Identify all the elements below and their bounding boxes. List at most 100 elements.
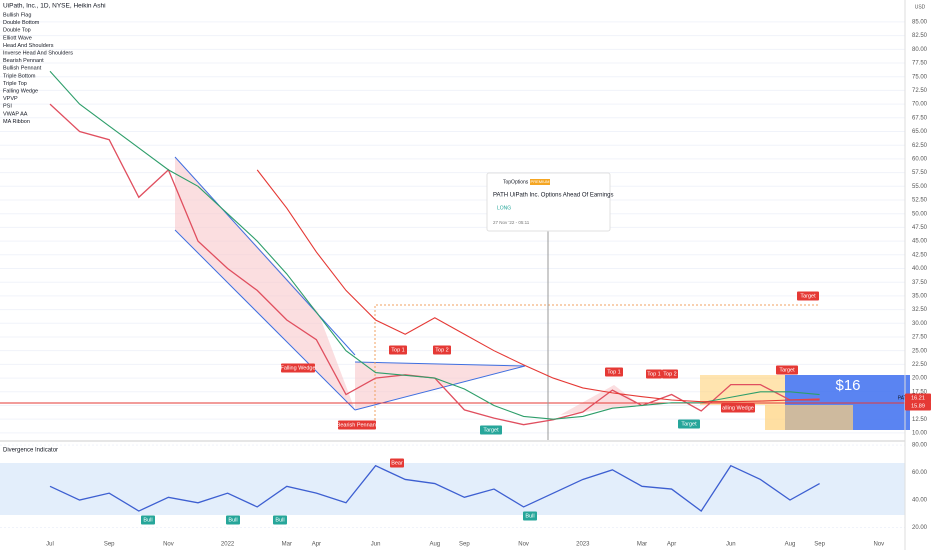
annotation-box <box>605 367 623 377</box>
annotation: Bull <box>228 517 237 523</box>
channel-fill <box>175 157 355 410</box>
y-tick-label: 30.00 <box>912 321 928 327</box>
annotation: $16 <box>835 377 860 394</box>
annotation: Bear <box>391 460 403 466</box>
x-tick-label: Mar <box>282 542 292 548</box>
y-tick-label: 57.50 <box>912 170 928 176</box>
annotation-box <box>905 393 931 403</box>
annotation: Bull <box>525 513 534 519</box>
y-tick-label: 40.00 <box>912 266 928 272</box>
y-tick-label: 22.50 <box>912 362 928 368</box>
series-line <box>49 70 820 420</box>
y-tick-label: 85.00 <box>912 19 928 25</box>
channel-line <box>174 156 356 356</box>
indicator-name: Triple Top <box>3 81 27 87</box>
y-tick-label: 45.00 <box>912 239 928 245</box>
y-tick-label: 52.50 <box>912 198 928 204</box>
x-tick-label: Nov <box>873 542 884 548</box>
annotation-box <box>273 515 287 525</box>
x-tick-label: Sep <box>459 542 470 548</box>
annotation: Bearish Pennant <box>337 422 378 428</box>
y-tick-label: 55.00 <box>912 184 928 190</box>
card[interactable] <box>486 172 611 232</box>
channel-line <box>174 229 356 411</box>
annotation: 16.21 <box>911 395 925 401</box>
y-tick-label: 80.00 <box>912 443 928 449</box>
badge <box>530 179 550 185</box>
annotation-box <box>776 365 798 375</box>
indicator-name: Inverse Head And Shoulders <box>3 50 73 56</box>
y-tick-label: 42.50 <box>912 252 928 258</box>
y-tick-label: 37.50 <box>912 280 928 286</box>
x-tick-label: Mar <box>637 542 647 548</box>
annotation: Top 2 <box>663 371 676 377</box>
pennant-line <box>354 361 526 367</box>
post-card[interactable]: TopOptions PREMIUM PATH UiPath Inc. Opti… <box>486 172 614 232</box>
annotation: alling Wedge <box>722 405 754 411</box>
indicator-name: Triple Bottom <box>3 73 36 79</box>
y-tick-label: 20.00 <box>912 376 928 382</box>
y-tick-label: 10.00 <box>912 430 928 436</box>
x-tick-label: Sep <box>814 542 825 548</box>
annotation-box <box>226 515 240 525</box>
indicator-band <box>0 463 905 515</box>
indicator-name: PSI <box>3 104 12 110</box>
annotation: PATH <box>898 395 911 401</box>
y-tick-label: 17.50 <box>912 389 928 395</box>
annotation-box <box>797 291 819 301</box>
annotation-box <box>389 345 407 355</box>
annotation-box <box>646 369 662 379</box>
y-tick-label: 70.00 <box>912 102 928 108</box>
indicator-name: Elliott Wave <box>3 35 32 41</box>
y-tick-label: 12.50 <box>912 417 928 423</box>
x-tick-label: Jul <box>46 542 54 548</box>
annotation: 15.89 <box>911 403 925 409</box>
annotation: Target <box>779 367 795 373</box>
annotation: Target <box>483 427 499 433</box>
indicator-name: Double Bottom <box>3 20 40 26</box>
x-tick-label: Jun <box>726 542 736 548</box>
annotation-box <box>662 369 678 379</box>
annotation: Top 1 <box>647 371 660 377</box>
indicator-name: Falling Wedge <box>3 88 38 94</box>
y-tick-label: 35.00 <box>912 293 928 299</box>
annotation-box <box>480 425 502 435</box>
annotation: Bull <box>275 517 284 523</box>
post-title: PATH UiPath Inc. Options Ahead Of Earnin… <box>493 193 614 199</box>
indicator-name: Head And Shoulders <box>3 43 54 49</box>
y-tick-label: 50.00 <box>912 211 928 217</box>
y-tick-label: 75.00 <box>912 74 928 80</box>
annotation-box <box>678 419 700 429</box>
pennant-fill <box>355 362 525 410</box>
y-tick-label: 72.50 <box>912 88 928 94</box>
annotation: Top 1 <box>391 347 404 353</box>
y-tick-label: 62.50 <box>912 143 928 149</box>
annotation-box <box>281 363 315 373</box>
y-tick-label: 25.00 <box>912 348 928 354</box>
y-tick-label: 80.00 <box>912 47 928 53</box>
y-tick-label: 27.50 <box>912 335 928 341</box>
annotation-box <box>141 515 155 525</box>
y-tick-label: 47.50 <box>912 225 928 231</box>
y-tick-label: 60.00 <box>912 156 928 162</box>
indicator-name: Bullish Flag <box>3 12 31 18</box>
y-tick-label: 40.00 <box>912 498 928 504</box>
annotation: USD <box>915 4 926 10</box>
annotation-box <box>905 401 931 411</box>
annotation: Top 1 <box>607 369 620 375</box>
x-tick-label: Apr <box>667 542 676 548</box>
post-source: TopOptions <box>503 179 529 185</box>
annotation-box <box>338 420 376 430</box>
chart-title: UiPath, Inc., 1D, NYSE, Heikin Ashi <box>3 3 106 10</box>
annotation-box <box>433 345 451 355</box>
y-tick-label: 65.00 <box>912 129 928 135</box>
y-tick-label: 77.50 <box>912 61 928 67</box>
y-tick-label: 67.50 <box>912 115 928 121</box>
top-fill <box>560 385 690 415</box>
y-tick-label: 20.00 <box>912 525 928 531</box>
indicator-title: Divergence Indicator <box>3 448 58 454</box>
annotation: Top 2 <box>435 347 448 353</box>
indicator-name: VPVP <box>3 96 18 102</box>
